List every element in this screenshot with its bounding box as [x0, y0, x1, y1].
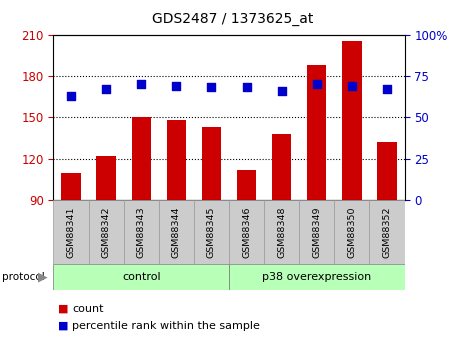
Text: count: count — [72, 304, 104, 314]
Bar — [132, 117, 151, 200]
Text: protocol: protocol — [2, 272, 45, 282]
Bar — [61, 172, 81, 200]
Bar — [53, 264, 229, 290]
Bar — [194, 200, 229, 264]
Bar — [53, 200, 88, 264]
Bar — [237, 170, 256, 200]
Text: GSM88345: GSM88345 — [207, 206, 216, 258]
Point — [348, 83, 356, 89]
Bar — [96, 156, 116, 200]
Text: GSM88341: GSM88341 — [66, 206, 75, 258]
Bar — [369, 200, 405, 264]
Point — [243, 85, 250, 90]
Point — [138, 81, 145, 87]
Text: GSM88343: GSM88343 — [137, 206, 146, 258]
Point — [383, 86, 391, 92]
Bar — [124, 200, 159, 264]
Bar — [159, 200, 194, 264]
Point — [102, 86, 110, 92]
Bar — [307, 65, 326, 200]
Bar — [229, 200, 264, 264]
Text: GSM88344: GSM88344 — [172, 206, 181, 258]
Point — [278, 88, 286, 93]
Bar — [272, 134, 292, 200]
Bar — [334, 200, 370, 264]
Bar — [342, 41, 362, 200]
Text: GSM88348: GSM88348 — [277, 206, 286, 258]
Bar — [377, 142, 397, 200]
Bar — [88, 200, 124, 264]
Text: control: control — [122, 272, 160, 282]
Text: GSM88346: GSM88346 — [242, 206, 251, 258]
Text: ■: ■ — [58, 304, 69, 314]
Bar — [229, 264, 405, 290]
Bar — [202, 127, 221, 200]
Point — [67, 93, 75, 99]
Text: GSM88349: GSM88349 — [312, 206, 321, 258]
Text: GSM88352: GSM88352 — [383, 206, 392, 258]
Bar — [299, 200, 334, 264]
Bar — [166, 120, 186, 200]
Text: p38 overexpression: p38 overexpression — [262, 272, 372, 282]
Bar — [264, 200, 299, 264]
Text: GDS2487 / 1373625_at: GDS2487 / 1373625_at — [152, 12, 313, 26]
Text: percentile rank within the sample: percentile rank within the sample — [72, 321, 260, 331]
Text: GSM88350: GSM88350 — [347, 206, 356, 258]
Point — [313, 81, 320, 87]
Text: ▶: ▶ — [39, 270, 48, 283]
Text: ■: ■ — [58, 321, 69, 331]
Point — [208, 85, 215, 90]
Text: GSM88342: GSM88342 — [102, 206, 111, 258]
Point — [173, 83, 180, 89]
